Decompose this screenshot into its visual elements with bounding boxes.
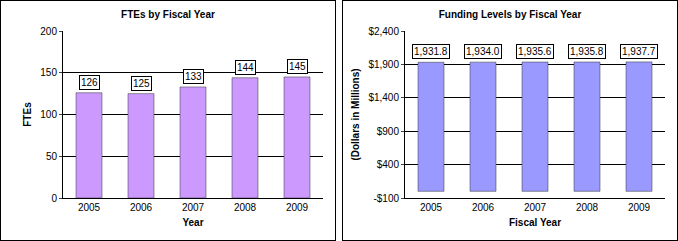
svg-text:144: 144: [237, 62, 254, 73]
svg-text:2006: 2006: [472, 202, 495, 213]
svg-text:Funding Levels by Fiscal Year: Funding Levels by Fiscal Year: [439, 9, 582, 20]
svg-text:2008: 2008: [234, 202, 257, 213]
svg-text:-$100: -$100: [373, 193, 399, 204]
svg-text:145: 145: [289, 61, 306, 72]
svg-text:2009: 2009: [628, 202, 651, 213]
svg-text:2007: 2007: [524, 202, 547, 213]
svg-text:2009: 2009: [286, 202, 309, 213]
svg-text:Fiscal Year: Fiscal Year: [509, 217, 561, 228]
svg-text:1,935.6: 1,935.6: [518, 46, 552, 57]
svg-text:133: 133: [185, 71, 202, 82]
svg-text:$900: $900: [377, 126, 400, 137]
svg-text:125: 125: [133, 78, 150, 89]
svg-text:FTEs by Fiscal Year: FTEs by Fiscal Year: [121, 9, 215, 20]
svg-text:2007: 2007: [182, 202, 205, 213]
svg-text:150: 150: [40, 67, 57, 78]
svg-text:2005: 2005: [420, 202, 443, 213]
svg-text:$400: $400: [377, 159, 400, 170]
svg-text:100: 100: [40, 109, 57, 120]
svg-text:1,937.7: 1,937.7: [622, 46, 656, 57]
svg-text:(Dollars in Millions): (Dollars in Millions): [350, 68, 361, 160]
svg-text:FTEs: FTEs: [22, 102, 33, 127]
svg-text:1,934.0: 1,934.0: [466, 46, 500, 57]
svg-text:200: 200: [40, 26, 57, 37]
svg-text:$2,400: $2,400: [368, 26, 399, 37]
svg-text:1,931.8: 1,931.8: [414, 46, 448, 57]
svg-text:50: 50: [46, 151, 58, 162]
svg-text:2008: 2008: [576, 202, 599, 213]
svg-text:$1,900: $1,900: [368, 59, 399, 70]
svg-text:1,935.8: 1,935.8: [570, 46, 604, 57]
svg-text:Year: Year: [182, 217, 203, 228]
svg-text:2005: 2005: [78, 202, 101, 213]
svg-text:0: 0: [51, 193, 57, 204]
svg-text:126: 126: [81, 77, 98, 88]
svg-text:2006: 2006: [130, 202, 153, 213]
svg-text:$1,400: $1,400: [368, 92, 399, 103]
